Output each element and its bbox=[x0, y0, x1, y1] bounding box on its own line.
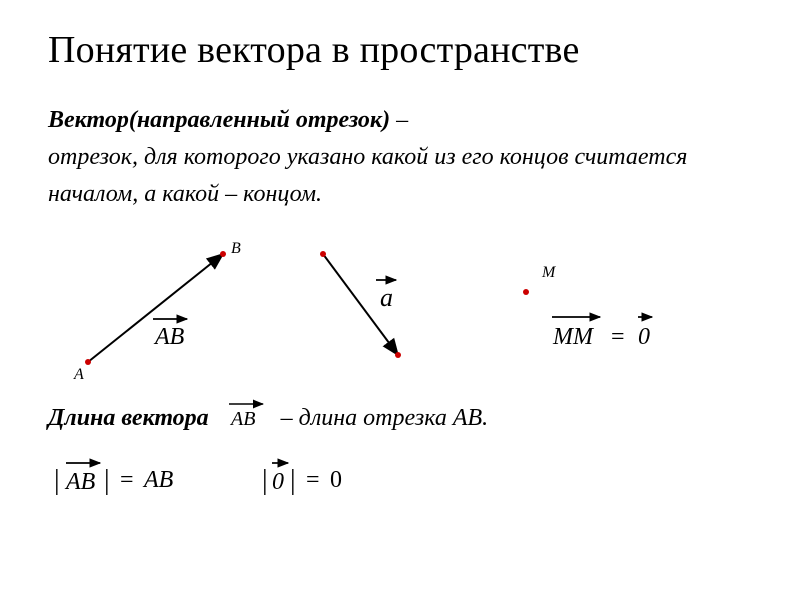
notation-mm: MM bbox=[552, 324, 595, 350]
notation-a: a bbox=[380, 283, 393, 312]
diagram-svg: AB a MM = 0 bbox=[48, 232, 748, 392]
vec-a-end bbox=[395, 352, 401, 358]
notation-ab: AB bbox=[153, 324, 185, 350]
svg-text:|: | bbox=[104, 465, 110, 496]
svg-text:AB: AB bbox=[229, 408, 255, 429]
svg-text:0: 0 bbox=[272, 469, 284, 495]
svg-text:|: | bbox=[290, 465, 296, 496]
length-formulas: | AB | = AB | 0 | = 0 bbox=[48, 455, 752, 511]
point-b bbox=[220, 251, 226, 257]
equals-mm: = bbox=[611, 324, 625, 350]
label-a: А bbox=[74, 366, 84, 384]
svg-text:=: = bbox=[306, 467, 320, 493]
label-b: В bbox=[231, 240, 241, 258]
notation-zero: 0 bbox=[638, 324, 650, 350]
length-suffix: – длина отрезка АВ. bbox=[281, 405, 489, 431]
svg-text:|: | bbox=[54, 465, 60, 496]
svg-text:AB: AB bbox=[64, 469, 96, 495]
length-line: Длина вектора AB – длина отрезка АВ. bbox=[48, 400, 752, 437]
formula-ab-length: | AB | = AB bbox=[48, 455, 218, 508]
label-m: М bbox=[542, 264, 555, 282]
slide-title: Понятие вектора в пространстве bbox=[48, 28, 752, 72]
term: Вектор(направленный отрезок) bbox=[48, 107, 390, 133]
definition-body: отрезок, для которого указано какой из е… bbox=[48, 144, 687, 207]
point-a bbox=[85, 359, 91, 365]
length-ab-vec-icon: AB bbox=[215, 397, 275, 429]
definition: Вектор(направленный отрезок) – отрезок, … bbox=[48, 102, 752, 214]
formula-zero-length: | 0 | = 0 bbox=[258, 455, 388, 508]
svg-text:AB: AB bbox=[142, 467, 174, 493]
svg-text:|: | bbox=[262, 465, 268, 496]
diagram: AB a MM = 0 А В М bbox=[48, 232, 748, 392]
vec-a-start bbox=[320, 251, 326, 257]
dash: – bbox=[390, 107, 408, 133]
svg-text:0: 0 bbox=[330, 467, 342, 493]
svg-text:=: = bbox=[120, 467, 134, 493]
point-m bbox=[523, 289, 529, 295]
length-prefix: Длина вектора bbox=[48, 405, 209, 431]
